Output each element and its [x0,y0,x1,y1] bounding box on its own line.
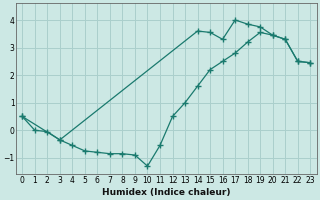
X-axis label: Humidex (Indice chaleur): Humidex (Indice chaleur) [102,188,230,197]
